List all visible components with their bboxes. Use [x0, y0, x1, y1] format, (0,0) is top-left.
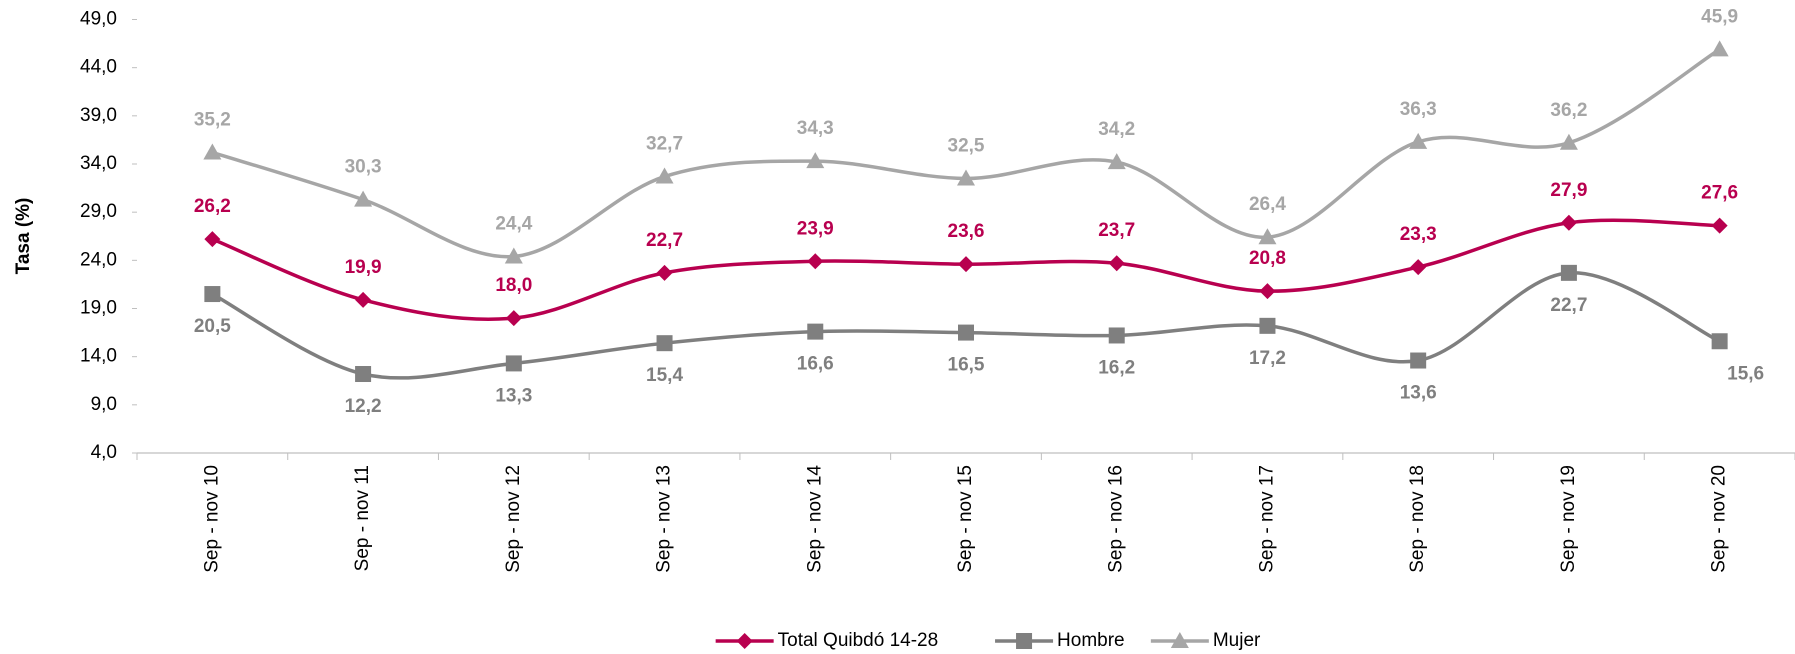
y-tick-label: 29,0	[80, 201, 117, 222]
marker	[1710, 40, 1729, 57]
marker	[1409, 132, 1428, 149]
marker	[655, 167, 674, 184]
data-label: 18,0	[495, 275, 532, 296]
legend-item: Hombre	[995, 630, 1125, 651]
y-tick-label: 34,0	[80, 153, 117, 174]
marker	[656, 264, 673, 281]
marker	[1560, 214, 1577, 231]
x-tick-label: Sep - nov 13	[654, 465, 675, 573]
data-label: 16,2	[1098, 357, 1135, 378]
y-axis-title: Tasa (%)	[13, 198, 34, 275]
data-label: 26,2	[194, 196, 231, 217]
data-label: 23,6	[948, 221, 985, 242]
marker	[1108, 255, 1125, 272]
y-tick-label: 39,0	[80, 105, 117, 126]
data-label: 16,5	[948, 355, 985, 376]
data-label: 22,7	[1550, 295, 1587, 316]
legend-label: Hombre	[1057, 630, 1125, 651]
x-tick-label: Sep - nov 12	[503, 465, 524, 573]
data-label: 36,3	[1400, 99, 1437, 120]
marker	[807, 323, 824, 340]
marker	[958, 324, 974, 341]
marker	[505, 355, 522, 372]
data-label: 34,2	[1098, 119, 1135, 140]
marker	[204, 231, 221, 248]
y-tick-label: 19,0	[80, 298, 117, 319]
legend-marker	[1016, 633, 1033, 649]
data-label: 13,3	[495, 385, 532, 406]
marker	[204, 286, 221, 303]
marker	[1108, 327, 1125, 344]
data-label: 35,2	[194, 109, 231, 130]
x-tick-label: Sep - nov 16	[1106, 465, 1127, 573]
data-label: 23,7	[1098, 220, 1135, 241]
marker	[1560, 264, 1577, 281]
marker	[1107, 153, 1126, 170]
marker	[1410, 259, 1427, 276]
data-label: 34,3	[797, 118, 834, 139]
data-label: 22,7	[646, 230, 683, 251]
marker	[1559, 133, 1578, 150]
x-tick-label: Sep - nov 17	[1256, 465, 1277, 573]
marker	[957, 169, 975, 186]
data-label: 20,5	[194, 316, 231, 337]
x-tick-label: Sep - nov 15	[955, 465, 976, 573]
marker	[1711, 217, 1728, 234]
marker	[1410, 352, 1427, 369]
x-tick-label: Sep - nov 19	[1558, 465, 1579, 573]
data-label: 30,3	[345, 157, 382, 178]
y-tick-label: 4,0	[91, 442, 117, 463]
legend-marker	[736, 633, 753, 649]
marker	[1711, 333, 1728, 350]
marker	[505, 310, 522, 327]
data-label: 26,4	[1249, 194, 1286, 215]
data-label: 20,8	[1249, 248, 1286, 269]
legend-label: Total Quibdó 14-28	[778, 630, 939, 651]
y-tick-label: 24,0	[80, 249, 117, 270]
legend-item: Mujer	[1150, 630, 1261, 651]
data-label: 13,6	[1400, 383, 1437, 404]
data-label: 27,6	[1701, 183, 1738, 204]
y-tick-label: 14,0	[80, 346, 117, 367]
data-label: 36,2	[1550, 100, 1587, 121]
marker	[806, 152, 825, 169]
marker	[1259, 317, 1276, 334]
marker	[656, 335, 673, 352]
marker	[354, 190, 373, 207]
data-label: 15,4	[646, 365, 683, 386]
legend-marker	[1170, 632, 1189, 648]
x-tick-label: Sep - nov 10	[201, 465, 222, 573]
legend-label: Mujer	[1213, 630, 1261, 651]
marker	[807, 253, 824, 270]
marker	[1259, 283, 1276, 300]
data-label: 12,2	[345, 396, 382, 417]
legend-item: Total Quibdó 14-28	[715, 630, 939, 651]
data-label: 32,5	[948, 135, 985, 156]
data-label: 17,2	[1249, 348, 1286, 369]
marker	[203, 143, 222, 160]
data-label: 27,9	[1550, 180, 1587, 201]
marker	[355, 291, 372, 308]
marker	[958, 256, 974, 273]
x-tick-label: Sep - nov 11	[352, 465, 373, 571]
data-label: 45,9	[1701, 6, 1738, 27]
data-label: 15,6	[1727, 363, 1764, 384]
marker	[355, 366, 372, 383]
marker	[504, 247, 523, 264]
data-label: 23,3	[1400, 224, 1437, 245]
y-tick-label: 9,0	[91, 394, 117, 415]
data-label: 23,9	[797, 218, 834, 239]
x-tick-label: Sep - nov 18	[1407, 465, 1428, 573]
x-tick-label: Sep - nov 20	[1709, 465, 1730, 573]
data-label: 24,4	[495, 213, 532, 234]
marker	[1258, 228, 1277, 245]
y-tick-label: 49,0	[80, 9, 117, 30]
data-label: 16,6	[797, 354, 834, 375]
x-tick-label: Sep - nov 14	[804, 465, 825, 573]
data-label: 32,7	[646, 134, 683, 155]
data-label: 19,9	[345, 257, 382, 278]
y-tick-label: 44,0	[80, 57, 117, 78]
